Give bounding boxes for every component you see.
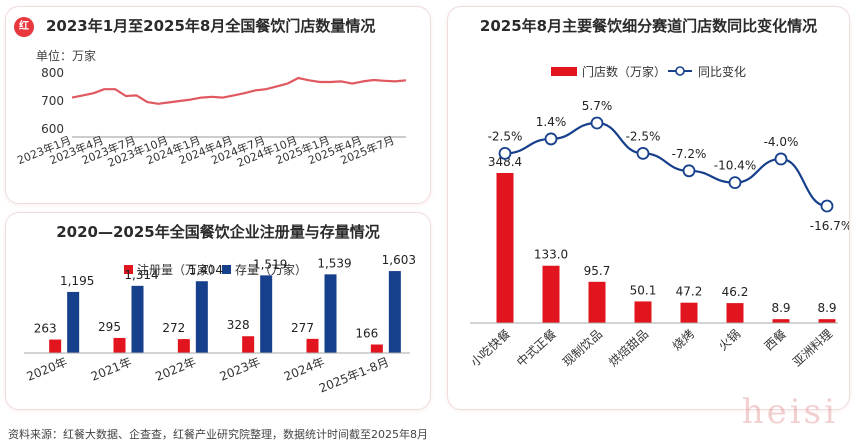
legend-swatch [222, 265, 231, 274]
source-note: 资料来源：红餐大数据、企查查，红餐产业研究院整理，数据统计时间截至2025年8月 [8, 428, 428, 441]
yoy-point [774, 152, 788, 166]
x-tick-label: 火锅 [715, 326, 743, 353]
data-label: 1,404 [189, 263, 223, 277]
data-label: 295 [98, 320, 121, 334]
legend-label: 存量（万家） [235, 262, 307, 277]
x-tick-label: 2023年 [218, 355, 263, 384]
bar [496, 173, 514, 323]
store-count-series-line [71, 76, 407, 105]
data-label: 1,603 [382, 253, 416, 267]
x-tick-label: 亚洲料理 [790, 327, 835, 370]
bar [634, 301, 652, 323]
yoy-label: -4.0% [764, 135, 799, 149]
x-tick-label: 2022年 [153, 355, 198, 384]
brand-logo-icon: 红 [14, 17, 34, 37]
data-label: 277 [291, 321, 314, 335]
data-label: 272 [162, 321, 185, 335]
yoy-point [636, 146, 650, 160]
bar [49, 339, 62, 353]
bar [680, 302, 698, 323]
yoy-point [544, 132, 558, 146]
data-label: 1,195 [60, 274, 94, 288]
bar [726, 303, 744, 323]
registration-title: 2020—2025年全国餐饮企业注册量与存量情况 [56, 223, 380, 241]
data-label: 328 [227, 318, 250, 332]
bar [772, 319, 790, 323]
legend-label: 门店数（万家） [582, 64, 666, 79]
legend-label: 注册量（万家） [137, 262, 221, 277]
bar [542, 265, 560, 323]
data-label: 1,539 [317, 256, 351, 270]
y-tick-label: 700 [41, 94, 64, 108]
bar [67, 291, 80, 353]
x-tick-label: 烧烤 [669, 326, 697, 353]
bar [113, 337, 126, 353]
yoy-point [590, 116, 604, 130]
data-label: 133.0 [534, 248, 568, 262]
signature-watermark: heisi [741, 392, 838, 432]
bar [818, 319, 836, 323]
data-label: 1,519 [253, 257, 287, 271]
legend-marker [675, 66, 685, 76]
bar [131, 285, 144, 353]
legend-swatch [124, 265, 133, 274]
yoy-label: 1.4% [536, 115, 567, 129]
data-label: 348.4 [488, 155, 522, 169]
store-count-title: 2023年1月至2025年8月全国餐饮门店数量情况 [46, 17, 376, 35]
data-label: 8.9 [817, 301, 836, 315]
data-label: 46.2 [722, 285, 749, 299]
bar [242, 336, 255, 353]
store-count-panel: 红 2023年1月至2025年8月全国餐饮门店数量情况 单位：万家 600 700… [5, 6, 431, 204]
data-label: 50.1 [630, 283, 657, 297]
y-tick-label: 600 [41, 122, 64, 136]
data-label: 263 [34, 322, 57, 336]
yoy-point [820, 199, 834, 213]
data-label: 95.7 [584, 264, 611, 278]
bar [177, 339, 190, 353]
bar [260, 275, 273, 353]
data-label: 1,314 [124, 268, 158, 282]
x-tick-label: 中式正餐 [513, 326, 559, 369]
data-label: 8.9 [771, 301, 790, 315]
segment-chart: 门店数（万家） 同比变化 348.4 小吃快餐 133.0 中式正餐 95.7 现制饮品 50.… [467, 64, 849, 370]
bar [370, 344, 383, 353]
yoy-label: 5.7% [582, 99, 613, 113]
x-tick-label: 2021年 [89, 355, 134, 384]
bar [388, 271, 401, 353]
yoy-label: -2.5% [626, 129, 661, 143]
yoy-label: -16.7% [810, 219, 849, 233]
x-tick-label: 2020年 [25, 355, 70, 384]
x-tick-label: 烘焙甜品 [605, 326, 651, 369]
y-tick-label: 800 [41, 66, 64, 80]
x-tick-label: 2025年1-8月 [317, 355, 391, 396]
x-tick-label: 小吃快餐 [467, 326, 513, 369]
registration-panel: 2020—2025年全国餐饮企业注册量与存量情况 注册量（万家） 存量（万家） 26… [5, 212, 431, 410]
legend-label: 同比变化 [698, 64, 746, 79]
yoy-point [728, 176, 742, 190]
segment-panel: 2025年8月主要餐饮细分赛道门店数同比变化情况 门店数（万家） 同比变化 348.… [447, 6, 850, 410]
x-tick-label: 2024年 [282, 355, 327, 384]
segment-title: 2025年8月主要餐饮细分赛道门店数同比变化情况 [479, 17, 818, 35]
x-tick-label: 现制饮品 [560, 327, 605, 370]
store-count-unit: 单位：万家 [36, 49, 97, 63]
data-label: 47.2 [676, 285, 703, 299]
store-count-chart: 6007008002023年1月2023年4月2023年7月2023年10月20… [15, 66, 407, 170]
registration-chart: 注册量（万家） 存量（万家） 263 1,195 2020年 295 1,314 2021年 2… [24, 253, 416, 396]
yoy-point [682, 164, 696, 178]
yoy-label: -7.2% [672, 147, 707, 161]
data-label: 166 [355, 327, 378, 341]
legend-swatch [551, 67, 577, 76]
bar [588, 281, 606, 323]
yoy-label: -10.4% [714, 159, 756, 173]
yoy-point [498, 146, 512, 160]
bar [324, 274, 337, 353]
bar [195, 281, 208, 353]
yoy-label: -2.5% [488, 129, 523, 143]
x-tick-label: 西餐 [761, 326, 789, 353]
bar [306, 338, 319, 353]
